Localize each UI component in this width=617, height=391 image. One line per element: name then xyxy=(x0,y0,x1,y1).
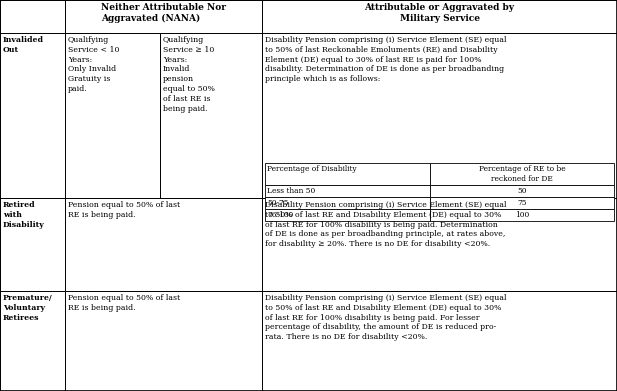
Text: Invalided
Out: Invalided Out xyxy=(3,36,44,54)
Text: Less than 50: Less than 50 xyxy=(267,187,315,195)
Bar xyxy=(65,0,262,33)
Bar xyxy=(265,209,430,221)
Text: Disability Pension comprising (i) Service Element (SE) equal
to 50% of last RE a: Disability Pension comprising (i) Servic… xyxy=(265,294,507,341)
Bar xyxy=(0,198,65,291)
Text: Pension equal to 50% of last
RE is being paid.: Pension equal to 50% of last RE is being… xyxy=(68,294,180,312)
Bar xyxy=(262,198,617,291)
Bar xyxy=(65,198,262,291)
Text: Retired
with
Disability: Retired with Disability xyxy=(3,201,45,229)
Bar xyxy=(265,197,430,209)
Bar xyxy=(0,0,65,33)
Text: Disability Pension comprising (i) Service Element (SE) equal
to 50% of last RE a: Disability Pension comprising (i) Servic… xyxy=(265,201,507,248)
Bar xyxy=(262,33,617,198)
Bar xyxy=(0,291,65,391)
Bar xyxy=(160,33,262,198)
Bar xyxy=(430,197,614,209)
Text: Percentage of RE to be
reckoned for DE: Percentage of RE to be reckoned for DE xyxy=(479,165,565,183)
Text: Qualifying
Service ≥ 10
Years:
Invalid
pension
equal to 50%
of last RE is
being : Qualifying Service ≥ 10 Years: Invalid p… xyxy=(163,36,215,113)
Bar xyxy=(0,33,65,198)
Bar xyxy=(65,291,262,391)
Text: 75: 75 xyxy=(517,199,527,207)
Bar xyxy=(65,33,160,198)
Bar xyxy=(430,209,614,221)
Bar xyxy=(430,163,614,185)
Text: Percentage of Disability: Percentage of Disability xyxy=(267,165,357,173)
Bar xyxy=(262,291,617,391)
Text: Disability Pension comprising (i) Service Element (SE) equal
to 50% of last Reck: Disability Pension comprising (i) Servic… xyxy=(265,36,507,83)
Text: 100: 100 xyxy=(515,211,529,219)
Text: Qualifying
Service < 10
Years:
Only Invalid
Gratuity is
paid.: Qualifying Service < 10 Years: Only Inva… xyxy=(68,36,120,93)
Text: 50: 50 xyxy=(517,187,527,195)
Text: 50-75: 50-75 xyxy=(267,199,289,207)
Text: Premature/
Voluntary
Retirees: Premature/ Voluntary Retirees xyxy=(3,294,52,322)
Text: Pension equal to 50% of last
RE is being paid.: Pension equal to 50% of last RE is being… xyxy=(68,201,180,219)
Text: Attributable or Aggravated by
Military Service: Attributable or Aggravated by Military S… xyxy=(365,3,515,23)
Text: 76-100: 76-100 xyxy=(267,211,293,219)
Bar xyxy=(265,163,430,185)
Text: Neither Attributable Nor
Aggravated (NANA): Neither Attributable Nor Aggravated (NAN… xyxy=(101,3,226,23)
Bar xyxy=(265,185,430,197)
Bar xyxy=(262,0,617,33)
Bar xyxy=(430,185,614,197)
